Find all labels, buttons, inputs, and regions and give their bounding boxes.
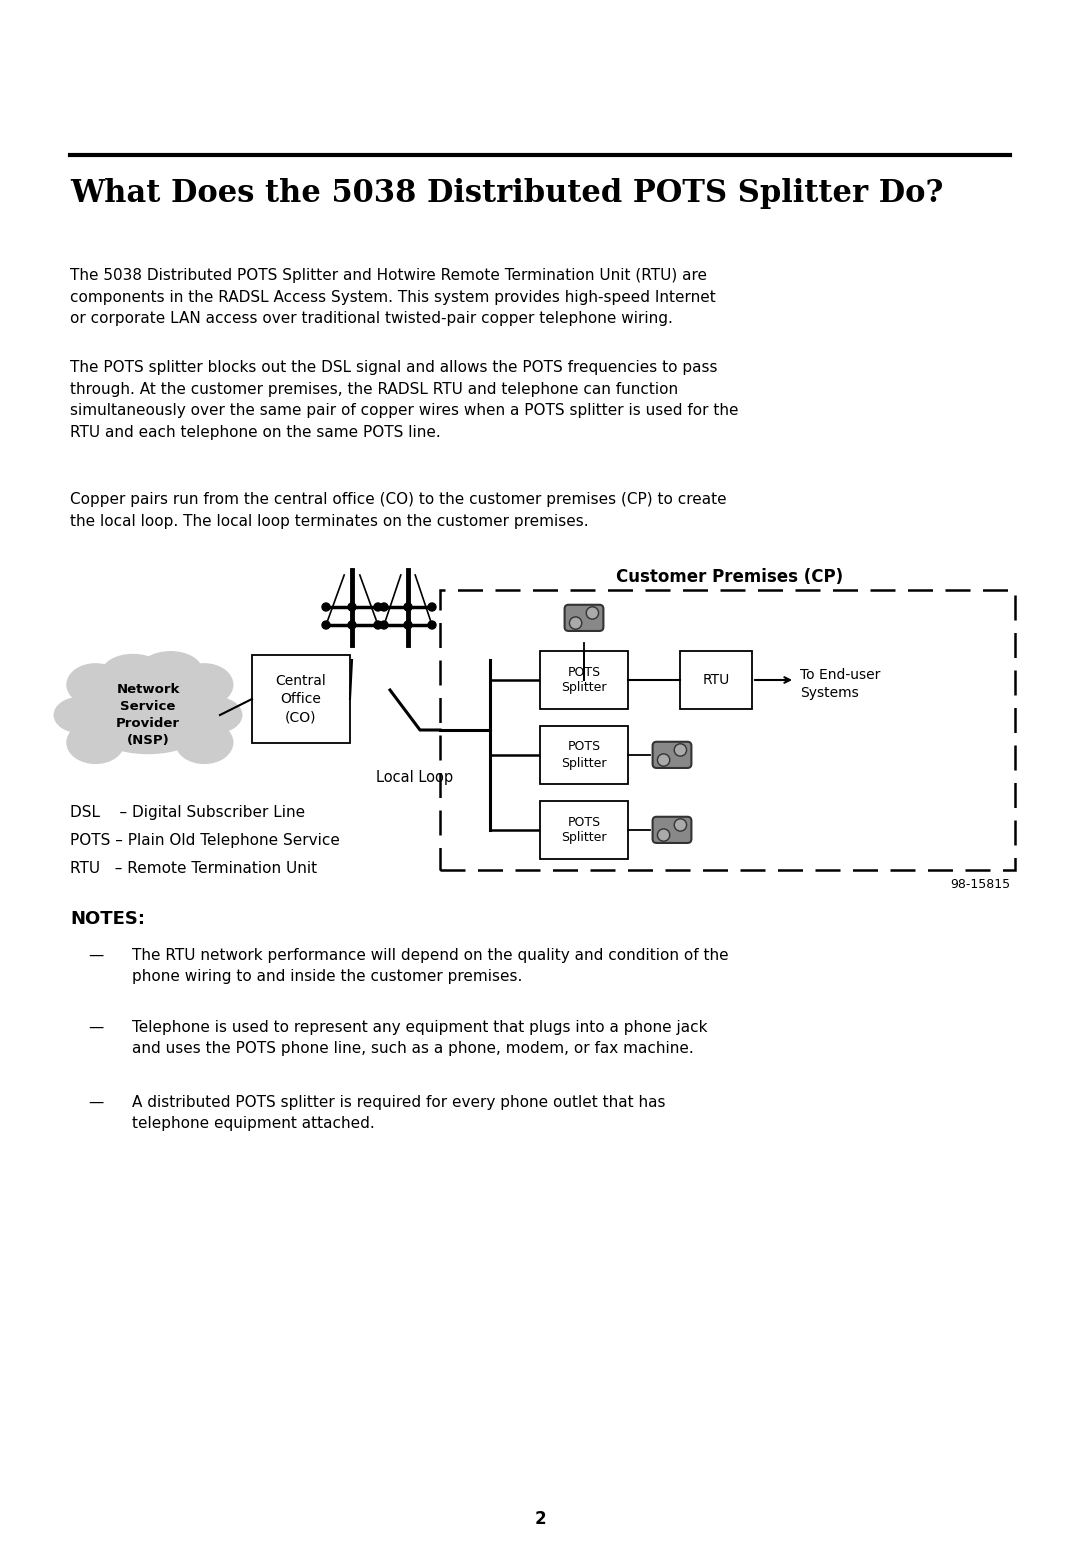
Circle shape bbox=[428, 621, 436, 629]
Bar bbox=[252, 655, 350, 743]
Ellipse shape bbox=[54, 698, 107, 732]
Text: The RTU network performance will depend on the quality and condition of the
phon: The RTU network performance will depend … bbox=[132, 948, 729, 984]
Bar bbox=[680, 651, 752, 708]
Bar bbox=[540, 651, 627, 708]
Text: —: — bbox=[87, 948, 104, 963]
Ellipse shape bbox=[67, 663, 124, 705]
Circle shape bbox=[348, 621, 356, 629]
FancyBboxPatch shape bbox=[652, 741, 691, 768]
Text: NOTES:: NOTES: bbox=[70, 910, 145, 927]
Text: —: — bbox=[87, 1095, 104, 1110]
Bar bbox=[540, 801, 627, 859]
Ellipse shape bbox=[102, 654, 164, 693]
Text: Copper pairs run from the central office (CO) to the customer premises (CP) to c: Copper pairs run from the central office… bbox=[70, 493, 727, 529]
FancyBboxPatch shape bbox=[565, 605, 604, 630]
Text: Network
Service
Provider
(NSP): Network Service Provider (NSP) bbox=[116, 683, 180, 748]
Circle shape bbox=[674, 744, 687, 755]
Text: POTS
Splitter: POTS Splitter bbox=[562, 666, 607, 694]
Circle shape bbox=[404, 604, 411, 612]
Circle shape bbox=[322, 621, 330, 629]
Ellipse shape bbox=[176, 663, 233, 705]
Text: Central
Office
(CO): Central Office (CO) bbox=[275, 674, 326, 724]
Circle shape bbox=[586, 607, 598, 619]
Bar bbox=[540, 726, 627, 784]
Circle shape bbox=[404, 621, 411, 629]
Text: Customer Premises (CP): Customer Premises (CP) bbox=[617, 568, 843, 586]
Bar bbox=[440, 590, 1015, 870]
Ellipse shape bbox=[67, 721, 124, 763]
Circle shape bbox=[322, 604, 330, 612]
Text: A distributed POTS splitter is required for every phone outlet that has
telephon: A distributed POTS splitter is required … bbox=[132, 1095, 665, 1131]
Circle shape bbox=[674, 820, 687, 830]
Text: 2: 2 bbox=[535, 1509, 545, 1528]
Text: To End-user
Systems: To End-user Systems bbox=[800, 668, 880, 701]
Text: The 5038 Distributed POTS Splitter and Hotwire Remote Termination Unit (RTU) are: The 5038 Distributed POTS Splitter and H… bbox=[70, 267, 716, 327]
Text: DSL    – Digital Subscriber Line: DSL – Digital Subscriber Line bbox=[70, 805, 306, 820]
Text: 98-15815: 98-15815 bbox=[950, 877, 1010, 891]
FancyBboxPatch shape bbox=[652, 816, 691, 843]
Circle shape bbox=[658, 829, 670, 841]
Text: POTS
Splitter: POTS Splitter bbox=[562, 740, 607, 769]
Ellipse shape bbox=[81, 677, 216, 754]
Ellipse shape bbox=[176, 721, 233, 763]
Circle shape bbox=[374, 604, 382, 612]
Ellipse shape bbox=[139, 652, 202, 690]
Text: Local Loop: Local Loop bbox=[377, 769, 454, 785]
Ellipse shape bbox=[189, 698, 242, 732]
Text: POTS – Plain Old Telephone Service: POTS – Plain Old Telephone Service bbox=[70, 834, 340, 848]
Circle shape bbox=[374, 621, 382, 629]
Text: Telephone is used to represent any equipment that plugs into a phone jack
and us: Telephone is used to represent any equip… bbox=[132, 1020, 707, 1056]
Text: RTU   – Remote Termination Unit: RTU – Remote Termination Unit bbox=[70, 862, 318, 876]
Circle shape bbox=[380, 621, 388, 629]
Text: —: — bbox=[87, 1020, 104, 1035]
Text: What Does the 5038 Distributed POTS Splitter Do?: What Does the 5038 Distributed POTS Spli… bbox=[70, 178, 943, 210]
Circle shape bbox=[348, 604, 356, 612]
Circle shape bbox=[428, 604, 436, 612]
Circle shape bbox=[658, 754, 670, 766]
Text: The POTS splitter blocks out the DSL signal and allows the POTS frequencies to p: The POTS splitter blocks out the DSL sig… bbox=[70, 360, 739, 439]
Text: POTS
Splitter: POTS Splitter bbox=[562, 815, 607, 845]
Circle shape bbox=[569, 616, 582, 629]
Circle shape bbox=[380, 604, 388, 612]
Text: RTU: RTU bbox=[702, 673, 730, 687]
